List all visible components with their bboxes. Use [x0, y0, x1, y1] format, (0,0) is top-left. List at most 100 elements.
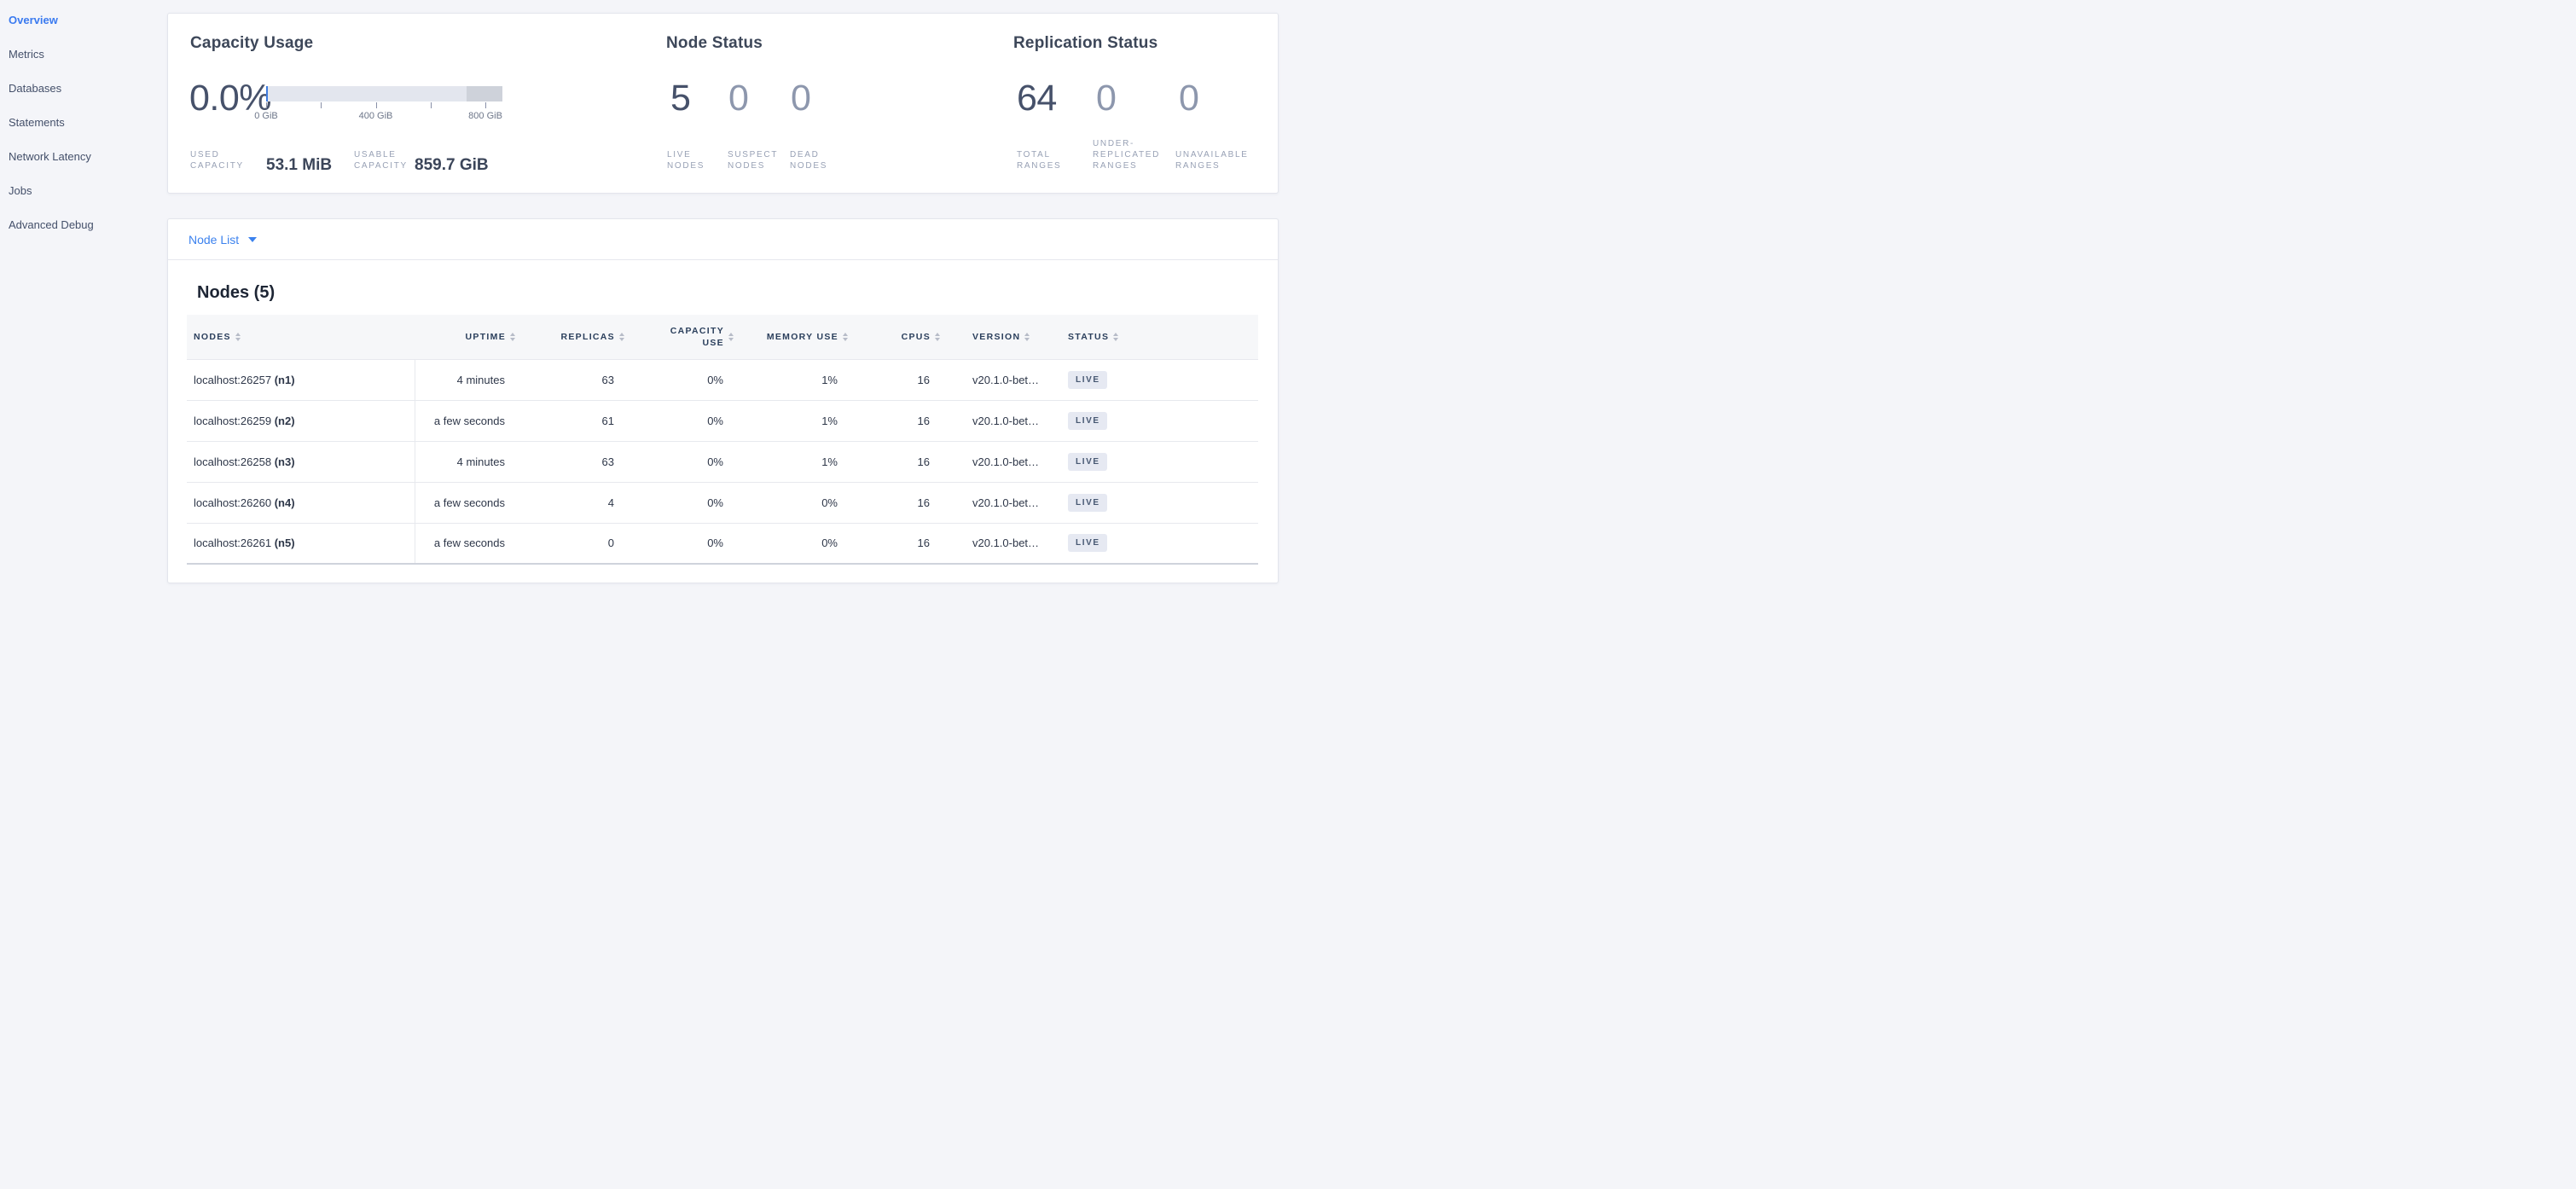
gauge-free-segment: [467, 86, 502, 102]
cell-node-address[interactable]: localhost:26258 (n3): [187, 440, 415, 482]
cell-uptime: 4 minutes: [415, 440, 517, 482]
sort-icon: [935, 332, 940, 341]
table-row-n4[interactable]: localhost:26260 (n4) a few seconds 4 0% …: [187, 481, 1258, 523]
table-row-n3[interactable]: localhost:26258 (n3) 4 minutes 63 0% 1% …: [187, 440, 1258, 482]
node-address: localhost:26259: [194, 414, 272, 427]
capacity-gauge: [266, 86, 502, 102]
cell-replicas: 0: [517, 522, 626, 565]
cell-version: v20.1.0-bet…: [942, 358, 1040, 400]
nodes-table-body: localhost:26257 (n1) 4 minutes 63 0% 1% …: [187, 358, 1258, 565]
sort-icon: [235, 332, 241, 341]
cell-node-address[interactable]: localhost:26257 (n1): [187, 358, 415, 400]
cell-capacity-use: 0%: [626, 481, 735, 523]
gauge-tick: [321, 102, 322, 108]
unavailable-ranges-label: UNAVAILABLE RANGES: [1175, 150, 1249, 171]
replication-status-title: Replication Status: [1013, 34, 1158, 52]
sidebar-item-advanced-debug[interactable]: Advanced Debug: [9, 218, 94, 231]
status-badge: LIVE: [1068, 534, 1107, 553]
capacity-usage-title: Capacity Usage: [190, 34, 314, 52]
column-header-uptime[interactable]: UPTIME: [415, 315, 517, 359]
cell-uptime: a few seconds: [415, 481, 517, 523]
node-list-card: Node List Nodes (5) NODES UPTIME REPLICA…: [167, 218, 1279, 583]
node-address: localhost:26261: [194, 536, 272, 550]
unavailable-ranges-count: 0: [1179, 78, 1199, 119]
column-header-version[interactable]: VERSION: [942, 315, 1040, 359]
column-header-cpus[interactable]: CPUS: [850, 315, 942, 359]
column-label: MEMORY USE: [766, 331, 838, 342]
cell-replicas: 63: [517, 358, 626, 400]
sidebar-item-statements[interactable]: Statements: [9, 115, 65, 129]
gauge-used-marker: [266, 86, 268, 102]
node-address: localhost:26257: [194, 373, 272, 386]
cell-capacity-use: 0%: [626, 440, 735, 482]
total-ranges-count: 64: [1017, 78, 1057, 119]
cell-status: LIVE: [1040, 399, 1258, 441]
status-badge: LIVE: [1068, 411, 1107, 430]
column-header-memory-use[interactable]: MEMORY USE: [735, 315, 850, 359]
cell-node-address[interactable]: localhost:26260 (n4): [187, 481, 415, 523]
usable-capacity-value: 859.7 GiB: [415, 156, 489, 174]
gauge-tick-label: 400 GiB: [358, 111, 393, 121]
sort-icon: [619, 332, 624, 341]
cell-memory-use: 1%: [735, 399, 850, 441]
node-address: localhost:26258: [194, 455, 272, 468]
cell-cpus: 16: [850, 399, 942, 441]
status-badge: LIVE: [1068, 452, 1107, 471]
node-id: (n4): [274, 496, 295, 509]
cell-capacity-use: 0%: [626, 358, 735, 400]
node-id: (n2): [274, 414, 295, 427]
cell-memory-use: 0%: [735, 522, 850, 565]
total-ranges-label: TOTAL RANGES: [1017, 150, 1062, 171]
column-label: CAPACITY USE: [670, 325, 724, 348]
sidebar-item-network-latency[interactable]: Network Latency: [9, 149, 91, 163]
sidebar-item-metrics[interactable]: Metrics: [9, 47, 44, 61]
node-address: localhost:26260: [194, 496, 272, 509]
used-capacity-value: 53.1 MiB: [266, 156, 333, 174]
cell-node-address[interactable]: localhost:26261 (n5): [187, 522, 415, 565]
cell-version: v20.1.0-bet…: [942, 440, 1040, 482]
cell-replicas: 61: [517, 399, 626, 441]
nodes-count-heading: Nodes (5): [197, 283, 276, 302]
node-list-dropdown[interactable]: Node List: [189, 232, 258, 246]
usable-capacity-label: USABLE CAPACITY: [354, 150, 408, 171]
chevron-down-icon: [248, 236, 258, 242]
cell-cpus: 16: [850, 481, 942, 523]
capacity-percent: 0.0%: [189, 78, 272, 119]
cell-replicas: 63: [517, 440, 626, 482]
cell-replicas: 4: [517, 481, 626, 523]
table-row-n2[interactable]: localhost:26259 (n2) a few seconds 61 0%…: [187, 399, 1258, 441]
sidebar-item-jobs[interactable]: Jobs: [9, 183, 32, 197]
column-label: NODES: [194, 331, 231, 342]
column-header-nodes[interactable]: NODES: [187, 315, 415, 359]
cell-status: LIVE: [1040, 440, 1258, 482]
table-row-n5[interactable]: localhost:26261 (n5) a few seconds 0 0% …: [187, 522, 1258, 565]
column-header-status[interactable]: STATUS: [1040, 315, 1258, 359]
node-list-header: Node List: [168, 219, 1278, 260]
live-nodes-count: 5: [670, 78, 691, 119]
column-header-replicas[interactable]: REPLICAS: [517, 315, 626, 359]
table-row-n1[interactable]: localhost:26257 (n1) 4 minutes 63 0% 1% …: [187, 358, 1258, 400]
sort-icon: [510, 332, 515, 341]
cell-cpus: 16: [850, 440, 942, 482]
status-badge: LIVE: [1068, 370, 1107, 389]
gauge-ticks: [266, 102, 502, 108]
column-header-capacity-use[interactable]: CAPACITY USE: [626, 315, 735, 359]
node-list-dropdown-label: Node List: [189, 232, 240, 246]
sort-icon: [728, 332, 734, 341]
table-header-row: NODES UPTIME REPLICAS CAPACITY USE MEMOR…: [187, 315, 1258, 359]
gauge-tick-label: 0 GiB: [254, 111, 278, 121]
column-label: VERSION: [972, 331, 1021, 342]
sidebar-item-overview[interactable]: Overview: [9, 13, 58, 26]
cell-uptime: 4 minutes: [415, 358, 517, 400]
sidebar-item-databases[interactable]: Databases: [9, 81, 62, 95]
dead-nodes-label: DEAD NODES: [790, 150, 828, 171]
cell-status: LIVE: [1040, 358, 1258, 400]
gauge-tick: [375, 102, 377, 108]
live-nodes-label: LIVE NODES: [667, 150, 705, 171]
under-replicated-ranges-count: 0: [1096, 78, 1117, 119]
cell-capacity-use: 0%: [626, 522, 735, 565]
cell-node-address[interactable]: localhost:26259 (n2): [187, 399, 415, 441]
sort-icon: [1113, 332, 1119, 341]
cell-version: v20.1.0-bet…: [942, 399, 1040, 441]
cell-uptime: a few seconds: [415, 522, 517, 565]
